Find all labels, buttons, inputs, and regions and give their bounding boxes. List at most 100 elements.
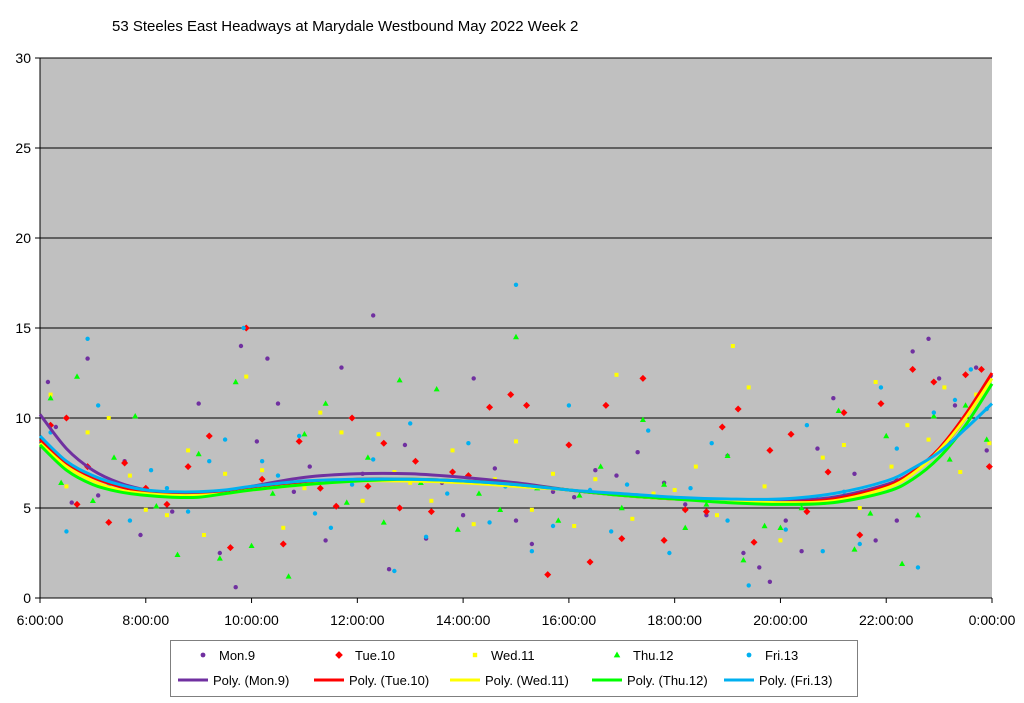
point-tue-10 xyxy=(316,484,324,492)
legend-label: Fri.13 xyxy=(765,647,799,663)
point-wed-11 xyxy=(693,464,698,469)
point-tue-10 xyxy=(73,500,81,508)
point-wed-11 xyxy=(889,464,894,469)
point-thu-12 xyxy=(946,456,953,462)
point-fri-13 xyxy=(85,336,90,341)
point-fri-13 xyxy=(709,441,714,446)
point-fri-13 xyxy=(931,410,937,415)
legend-label: Poly. (Tue.10) xyxy=(349,672,430,688)
point-tue-10 xyxy=(348,414,356,422)
point-tue-10 xyxy=(618,535,626,543)
point-tue-10 xyxy=(121,459,129,467)
point-tue-10 xyxy=(205,432,213,440)
point-thu-12 xyxy=(132,413,139,419)
point-mon-9 xyxy=(593,468,598,473)
point-thu-12 xyxy=(740,557,747,563)
point-thu-12 xyxy=(777,524,784,530)
legend-item: Fri.13 xyxy=(737,645,798,665)
point-mon-9 xyxy=(513,518,519,523)
point-wed-11 xyxy=(164,513,169,518)
point-thu-12 xyxy=(111,454,118,460)
x-tick-label: 8:00:00 xyxy=(122,612,169,628)
legend-label: Poly. (Mon.9) xyxy=(213,672,290,688)
x-tick-label: 22:00:00 xyxy=(859,612,914,628)
point-mon-9 xyxy=(53,424,59,430)
point-mon-9 xyxy=(95,493,101,498)
point-wed-11 xyxy=(64,484,69,489)
point-thu-12 xyxy=(513,333,519,340)
point-thu-12 xyxy=(851,546,858,552)
point-tue-10 xyxy=(412,457,420,465)
point-thu-12 xyxy=(301,431,308,437)
point-mon-9 xyxy=(307,464,312,469)
point-mon-9 xyxy=(936,376,942,381)
point-fri-13 xyxy=(259,459,265,464)
chart-title: 53 Steeles East Headways at Marydale Wes… xyxy=(112,18,579,35)
point-wed-11 xyxy=(201,533,206,537)
legend-item: Poly. (Thu.12) xyxy=(591,670,708,690)
point-wed-11 xyxy=(926,437,931,442)
point-fri-13 xyxy=(624,482,630,487)
point-wed-11 xyxy=(244,374,249,379)
point-fri-13 xyxy=(241,325,246,331)
point-thu-12 xyxy=(475,490,482,496)
legend-item: Poly. (Wed.11) xyxy=(449,670,569,690)
point-fri-13 xyxy=(207,459,212,464)
gridlines xyxy=(40,57,992,598)
point-tue-10 xyxy=(279,540,287,548)
point-mon-9 xyxy=(852,471,857,476)
trendline-poly-wed-11 xyxy=(39,377,994,505)
point-tue-10 xyxy=(877,400,885,408)
point-thu-12 xyxy=(285,573,292,579)
point-thu-12 xyxy=(248,542,255,548)
legend-label: Poly. (Thu.12) xyxy=(627,672,708,688)
point-wed-11 xyxy=(614,372,619,377)
point-tue-10 xyxy=(332,502,340,510)
point-thu-12 xyxy=(899,560,906,566)
point-wed-11 xyxy=(48,392,53,397)
point-mon-9 xyxy=(767,579,773,584)
point-wed-11 xyxy=(127,473,132,478)
point-fri-13 xyxy=(392,568,397,574)
legend-label: Tue.10 xyxy=(355,647,395,663)
point-wed-11 xyxy=(593,477,598,482)
point-thu-12 xyxy=(380,519,387,525)
point-mon-9 xyxy=(85,356,90,361)
point-tue-10 xyxy=(380,439,388,447)
point-tue-10 xyxy=(507,391,515,399)
point-thu-12 xyxy=(153,503,160,509)
point-fri-13 xyxy=(222,437,228,442)
point-mon-9 xyxy=(550,489,556,494)
point-wed-11 xyxy=(471,522,476,527)
point-tue-10 xyxy=(449,468,457,476)
point-thu-12 xyxy=(914,512,921,518)
point-tue-10 xyxy=(962,371,970,379)
point-mon-9 xyxy=(265,356,270,361)
legend-marker-swatch xyxy=(472,652,478,658)
point-tue-10 xyxy=(295,437,303,445)
point-tue-10 xyxy=(62,414,70,422)
point-fri-13 xyxy=(127,518,133,523)
point-tue-10 xyxy=(184,463,192,471)
point-thu-12 xyxy=(454,526,461,532)
point-wed-11 xyxy=(376,432,381,437)
point-wed-11 xyxy=(958,470,963,474)
point-tue-10 xyxy=(586,558,594,566)
point-wed-11 xyxy=(820,455,825,460)
point-wed-11 xyxy=(905,423,910,428)
point-mon-9 xyxy=(69,500,74,505)
x-tick-label: 14:00:00 xyxy=(436,612,491,628)
point-wed-11 xyxy=(186,448,191,453)
y-tick-label: 20 xyxy=(15,230,31,246)
point-tue-10 xyxy=(718,423,726,431)
point-mon-9 xyxy=(275,401,281,406)
point-fri-13 xyxy=(968,367,974,372)
x-tick-label: 6:00:00 xyxy=(17,612,64,628)
point-wed-11 xyxy=(260,468,265,473)
point-thu-12 xyxy=(269,490,276,496)
point-thu-12 xyxy=(232,378,239,385)
point-mon-9 xyxy=(471,376,476,381)
point-fri-13 xyxy=(746,583,751,588)
point-mon-9 xyxy=(635,450,640,455)
legend-swatch xyxy=(178,678,208,682)
